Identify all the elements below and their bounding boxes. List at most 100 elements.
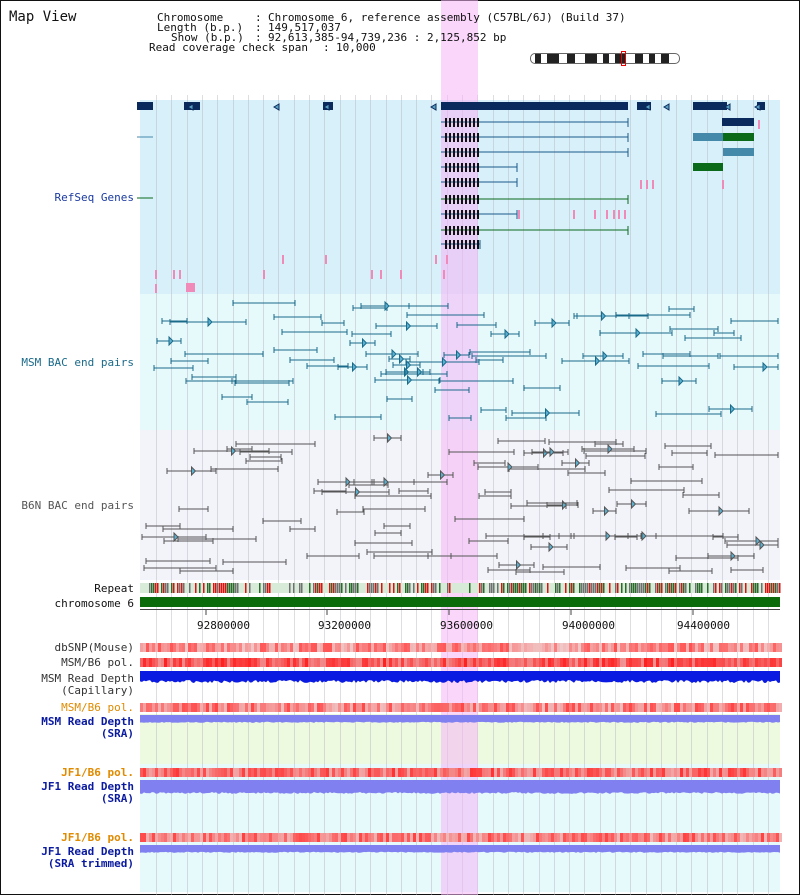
msm-pol-cell <box>443 658 446 667</box>
msm-pol-cell <box>356 658 359 667</box>
repeat-element <box>731 583 733 593</box>
jf1-pol-cell <box>569 768 572 777</box>
msm-pol-sra-cell <box>158 703 161 712</box>
repeat-element <box>371 583 373 593</box>
jf1-pol-cell <box>149 768 152 777</box>
msm-pol-sra-cell <box>329 703 332 712</box>
dbsnp-cell <box>626 643 629 652</box>
repeat-element <box>579 583 581 593</box>
msm-depth-capillary-label[interactable]: MSM Read Depth (Capillary) <box>41 672 134 697</box>
msm-pol-sra-cell <box>548 703 551 712</box>
jf1-pol-trim-cell <box>524 833 527 842</box>
refseq-genes-label[interactable]: RefSeq Genes <box>54 191 134 204</box>
jf1-pol-cell <box>587 768 590 777</box>
jf1-pol-trim-cell <box>749 833 752 842</box>
msm-pol-sra-cell <box>299 703 302 712</box>
msm-pol-cell <box>305 658 308 667</box>
dbsnp-cell <box>377 643 380 652</box>
jf1-pol-trim-cell <box>758 833 761 842</box>
repeat-element <box>725 583 727 593</box>
snp-tick <box>613 210 615 219</box>
msm-pol-sra-cell <box>518 703 521 712</box>
jf1-pol-cell <box>236 768 239 777</box>
dbsnp-cell <box>290 643 293 652</box>
exon <box>473 118 475 127</box>
msm-pol-cell <box>650 658 653 667</box>
chromosome-ideogram[interactable] <box>530 53 680 64</box>
msm-bac-label[interactable]: MSM BAC end pairs <box>21 356 134 369</box>
msm-pol-sra-cell <box>647 703 650 712</box>
msm-b6-pol-label[interactable]: MSM/B6 pol. <box>61 656 134 669</box>
msm-pol-cell <box>206 658 209 667</box>
dbsnp-cell <box>575 643 578 652</box>
exon <box>457 118 459 127</box>
msm-pol-sra-cell <box>281 703 284 712</box>
msm-pol-cell <box>548 658 551 667</box>
repeat-element <box>755 583 757 593</box>
jf1-pol-cell <box>476 768 479 777</box>
jf1-depth-trimmed-label[interactable]: JF1 Read Depth (SRA trimmed) <box>41 845 134 870</box>
jf1-pol-trim-cell <box>659 833 662 842</box>
ideogram-band <box>649 54 655 63</box>
dbsnp-cell <box>644 643 647 652</box>
b6n-bac-label[interactable]: B6N BAC end pairs <box>21 499 134 512</box>
msm-pol-sra-cell <box>317 703 320 712</box>
jf1-pol-trim-cell <box>473 833 476 842</box>
msm-bac-pair-arrow <box>595 355 601 367</box>
msm-b6-pol-sra-label[interactable]: MSM/B6 pol. <box>61 701 134 714</box>
dbsnp-label[interactable]: dbSNP(Mouse) <box>54 641 134 654</box>
jf1-b6-pol-label[interactable]: JF1/B6 pol. <box>61 766 134 779</box>
msm-pol-cell <box>242 658 245 667</box>
gene-block <box>757 102 765 110</box>
jf1-pol-trim-cell <box>545 833 548 842</box>
msm-pol-sra-cell <box>662 703 665 712</box>
selection-highlight[interactable] <box>441 0 478 895</box>
repeat-element <box>177 583 179 593</box>
b6n-bac-pair-arrow <box>383 476 389 488</box>
exon <box>465 226 467 235</box>
jf1-b6-pol-trimmed-label[interactable]: JF1/B6 pol. <box>61 831 134 844</box>
jf1-pol-trim-cell <box>557 833 560 842</box>
repeat-element <box>381 583 383 593</box>
grid-line <box>584 95 585 895</box>
snp-tick <box>758 120 760 129</box>
exon <box>461 148 463 157</box>
msm-pol-cell <box>149 658 152 667</box>
msm-bac-pair-arrow <box>407 374 413 386</box>
jf1-pol-cell <box>548 768 551 777</box>
msm-pol-sra-cell <box>278 703 281 712</box>
dbsnp-cell <box>332 643 335 652</box>
jf1-pol-cell <box>536 768 539 777</box>
jf1-pol-cell <box>185 768 188 777</box>
jf1-pol-cell <box>479 768 482 777</box>
msm-pol-sra-cell <box>179 703 182 712</box>
jf1-pol-cell <box>482 768 485 777</box>
jf1-depth-sra-label[interactable]: JF1 Read Depth (SRA) <box>41 780 134 805</box>
dbsnp-cell <box>596 643 599 652</box>
jf1-pol-trim-cell <box>536 833 539 842</box>
exon <box>473 195 475 204</box>
jf1-pol-cell <box>206 768 209 777</box>
gene-arrow <box>187 103 194 111</box>
dbsnp-cell <box>485 643 488 652</box>
jf1-pol-trim-cell <box>329 833 332 842</box>
jf1-pol-trim-cell <box>380 833 383 842</box>
msm-pol-cell <box>248 658 251 667</box>
repeat-element <box>685 583 687 593</box>
dbsnp-cell <box>434 643 437 652</box>
dbsnp-cell <box>677 643 680 652</box>
dbsnp-cell <box>617 643 620 652</box>
repeat-element <box>151 583 153 593</box>
show-label: Show (b.p.) <box>171 31 244 44</box>
repeat-element <box>449 583 451 593</box>
jf1-pol-cell <box>254 768 257 777</box>
msm-pol-sra-cell <box>359 703 362 712</box>
msm-pol-sra-cell <box>470 703 473 712</box>
jf1-pol-trim-cell <box>272 833 275 842</box>
msm-depth-sra-label[interactable]: MSM Read Depth (SRA) <box>41 715 134 740</box>
msm-pol-cell <box>509 658 512 667</box>
msm-pol-cell <box>302 658 305 667</box>
msm-pol-sra-cell <box>209 703 212 712</box>
jf1-pol-trim-cell <box>320 833 323 842</box>
